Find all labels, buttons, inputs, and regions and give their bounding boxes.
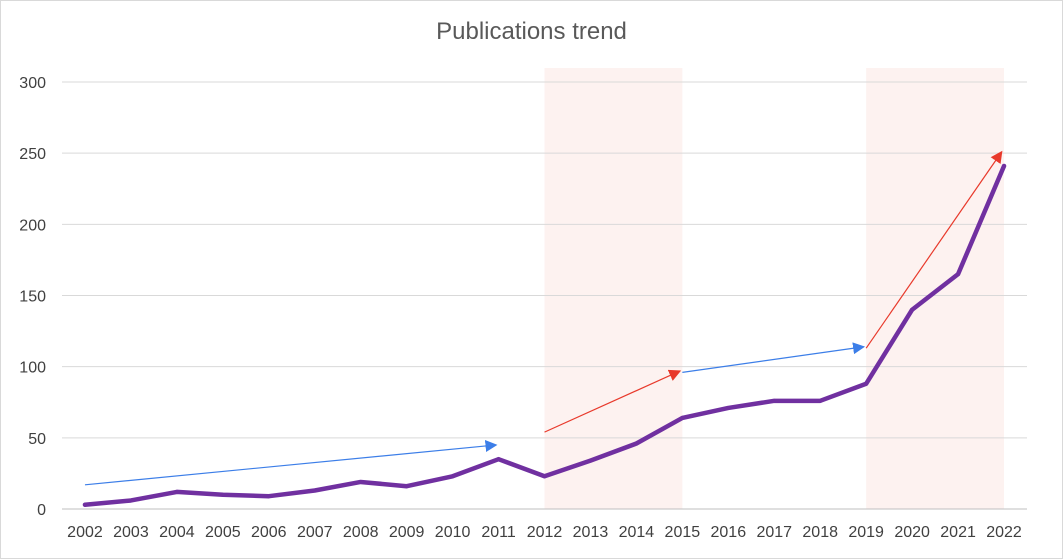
- x-tick-label: 2009: [389, 524, 425, 541]
- trend-arrow-2: [544, 369, 682, 433]
- x-tick-label: 2013: [573, 524, 609, 541]
- x-tick-label: 2014: [619, 524, 655, 541]
- data-point: [864, 381, 869, 386]
- trend-arrow-1: [84, 440, 498, 486]
- data-point: [772, 398, 777, 403]
- data-point: [496, 457, 501, 462]
- x-tick-label: 2017: [756, 524, 792, 541]
- x-tick-label: 2018: [802, 524, 838, 541]
- data-point: [82, 502, 87, 507]
- data-point: [174, 489, 179, 494]
- x-tick-label: 2005: [205, 524, 241, 541]
- y-tick-label: 100: [19, 360, 46, 377]
- data-point: [220, 492, 225, 497]
- x-tick-label: 2016: [711, 524, 747, 541]
- y-tick-label: 250: [19, 146, 46, 163]
- data-point: [312, 488, 317, 493]
- y-tick-label: 50: [28, 431, 46, 448]
- highlight-band-2: [866, 68, 1005, 509]
- y-tick-label: 0: [37, 502, 46, 519]
- x-tick-label: 2004: [159, 524, 195, 541]
- data-point: [404, 484, 409, 489]
- data-point: [818, 398, 823, 403]
- x-tick-label: 2003: [113, 524, 149, 541]
- x-tick-label: 2007: [297, 524, 333, 541]
- highlight-band-1: [544, 68, 683, 509]
- data-point: [1002, 163, 1007, 168]
- trend-arrow-4: [865, 150, 1003, 349]
- x-tick-label: 2015: [665, 524, 701, 541]
- x-tick-label: 2022: [986, 524, 1022, 541]
- data-point: [680, 415, 685, 420]
- x-tick-label: 2008: [343, 524, 379, 541]
- data-point: [128, 498, 133, 503]
- x-tick-label: 2006: [251, 524, 287, 541]
- data-point: [588, 458, 593, 463]
- data-point: [266, 494, 271, 499]
- chart-title: Publications trend: [436, 18, 627, 45]
- data-point: [450, 474, 455, 479]
- y-tick-label: 300: [19, 75, 46, 92]
- data-point: [726, 405, 731, 410]
- x-tick-label: 2010: [435, 524, 471, 541]
- x-tick-label: 2020: [894, 524, 930, 541]
- y-tick-label: 150: [19, 289, 46, 306]
- data-point: [910, 307, 915, 312]
- data-point: [358, 479, 363, 484]
- x-tick-label: 2002: [67, 524, 103, 541]
- x-tick-label: 2011: [481, 524, 516, 541]
- y-tick-label: 200: [19, 217, 46, 234]
- x-tick-label: 2021: [940, 524, 976, 541]
- data-point: [956, 272, 961, 277]
- x-tick-label: 2019: [848, 524, 884, 541]
- data-point: [634, 441, 639, 446]
- x-tick-label: 2012: [527, 524, 563, 541]
- data-point: [542, 474, 547, 479]
- trend-arrow-3: [682, 342, 866, 373]
